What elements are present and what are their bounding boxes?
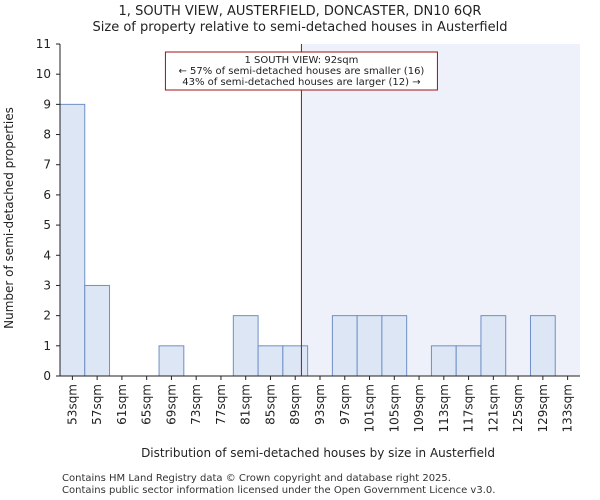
x-tick-label: 65sqm [140,384,154,425]
x-tick-label: 125sqm [511,384,525,432]
bar-117sqm [455,345,482,377]
footer-copyright: Contains HM Land Registry data © Crown c… [62,473,451,484]
bar-129sqm [529,315,556,377]
bar-105sqm [381,315,408,377]
bar-97sqm [331,315,358,377]
footer-licence: Contains public sector information licen… [62,485,496,496]
bar-53sqm [59,103,86,377]
x-tick-label: 133sqm [561,384,575,432]
x-tick-label: 73sqm [189,384,203,425]
bar-121sqm [480,315,507,377]
y-tick-label: 7 [43,158,51,172]
x-tick-label: 57sqm [90,384,104,425]
y-tick-label: 5 [43,218,51,232]
bar-69sqm [158,345,185,377]
x-tick-label: 93sqm [313,384,327,425]
x-axis-label: Distribution of semi-detached houses by … [141,446,495,460]
x-tick-label: 101sqm [363,384,377,432]
y-tick-label: 6 [43,188,51,202]
bar-85sqm [257,345,284,377]
y-tick-label: 3 [43,278,51,292]
annotation-line-1: 1 SOUTH VIEW: 92sqm [244,55,358,66]
bar-81sqm [232,315,259,377]
annotation-box [164,51,438,91]
y-tick-label: 11 [36,37,51,51]
x-tick-label: 81sqm [239,384,253,425]
x-tick-label: 113sqm [437,384,451,432]
bar-113sqm [430,345,457,377]
x-tick-label: 121sqm [486,384,500,432]
y-tick-label: 4 [43,248,51,262]
x-tick-label: 53sqm [65,384,79,425]
y-tick-label: 2 [43,309,51,323]
x-tick-label: 61sqm [115,384,129,425]
x-tick-label: 129sqm [536,384,550,432]
y-tick-label: 8 [43,128,51,142]
x-tick-label: 97sqm [338,384,352,425]
x-tick-label: 69sqm [164,384,178,425]
annotation-line-2: ← 57% of semi-detached houses are smalle… [179,66,425,77]
x-tick-label: 77sqm [214,384,228,425]
bar-89sqm [282,345,309,377]
chart-title: 1, SOUTH VIEW, AUSTERFIELD, DONCASTER, D… [118,4,482,19]
x-tick-label: 105sqm [387,384,401,432]
x-tick-label: 109sqm [412,384,426,432]
bar-57sqm [84,284,111,377]
y-axis-label: Number of semi-detached properties [2,107,16,329]
x-tick-label: 85sqm [263,384,277,425]
bar-101sqm [356,315,383,377]
chart-subtitle: Size of property relative to semi-detach… [92,20,508,35]
x-tick-label: 89sqm [288,384,302,425]
x-tick-label: 117sqm [462,384,476,432]
y-tick-label: 10 [36,67,51,81]
y-tick-label: 9 [43,97,51,111]
y-tick-label: 1 [43,339,51,353]
annotation-line-3: 43% of semi-detached houses are larger (… [182,77,420,88]
y-tick-label: 0 [43,369,51,383]
